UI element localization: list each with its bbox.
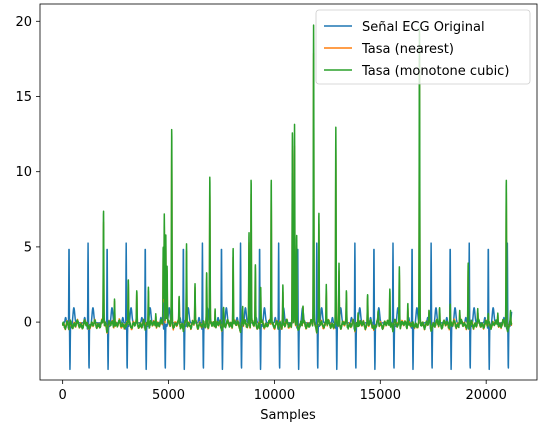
legend-label-ecg: Señal ECG Original xyxy=(362,20,485,35)
y-tick-label: 10 xyxy=(15,165,32,180)
legend-label-nearest: Tasa (nearest) xyxy=(361,42,454,57)
y-tick-label: 20 xyxy=(15,15,32,30)
legend: Señal ECG Original Tasa (nearest) Tasa (… xyxy=(315,9,531,85)
x-tick-label: 0 xyxy=(59,388,67,403)
x-axis-label: Samples xyxy=(260,408,316,423)
legend-label-cubic: Tasa (monotone cubic) xyxy=(361,64,509,79)
x-tick-label: 20000 xyxy=(465,388,506,403)
x-tick-label: 10000 xyxy=(254,388,295,403)
y-tick-label: 5 xyxy=(24,240,32,255)
y-tick-label: 15 xyxy=(15,90,32,105)
legend-box xyxy=(315,9,531,85)
series-line-cubic xyxy=(61,24,513,334)
plot-frame xyxy=(39,3,538,381)
series-layer xyxy=(61,24,513,371)
x-tick-label: 15000 xyxy=(360,388,401,403)
x-tick-label: 5000 xyxy=(152,388,185,403)
x-axis: 0 5000 10000 15000 20000 xyxy=(59,380,507,403)
y-axis: 0 5 10 15 20 xyxy=(15,15,40,331)
y-tick-label: 0 xyxy=(24,316,32,331)
